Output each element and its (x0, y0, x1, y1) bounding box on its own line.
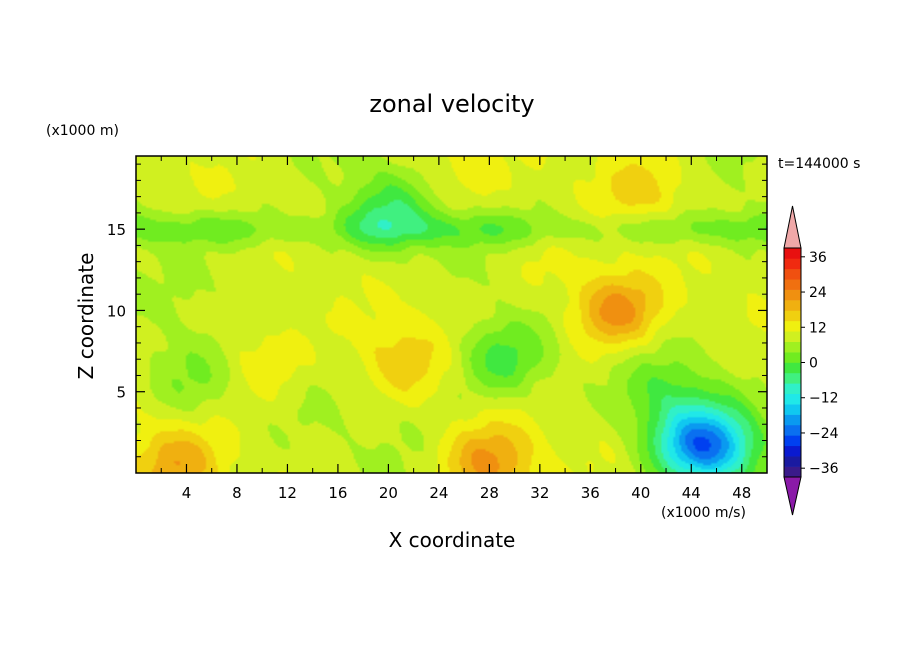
colorbar-bin (784, 424, 801, 436)
y-tick-label: 5 (116, 384, 126, 402)
x-tick-label: 32 (530, 484, 549, 502)
y-axis: 5 10 15 (107, 163, 767, 458)
colorbar-under-arrow (783, 476, 802, 516)
colorbar-tick-label: 36 (809, 250, 827, 266)
x-tick-label: 8 (232, 484, 242, 502)
colorbar-bin (784, 320, 801, 332)
heatmap-image (136, 156, 767, 473)
heatmap-field (136, 156, 767, 473)
x-tick-label: 20 (379, 484, 398, 502)
chart-title: zonal velocity (369, 90, 534, 118)
colorbar-bin (784, 352, 801, 363)
colorbar-bin (784, 362, 801, 374)
colorbar-bin (784, 445, 801, 457)
plot-frame (135, 155, 768, 474)
colorbar-tick-label: −24 (809, 426, 839, 442)
colorbar-tick-label: −12 (809, 391, 839, 407)
x-tick-label: 40 (631, 484, 650, 502)
colorbar-over-arrow (783, 205, 802, 249)
x-tick-label: 12 (278, 484, 297, 502)
colorbar-bin (784, 404, 801, 415)
colorbar-bin (784, 466, 801, 478)
value-unit-label: (x1000 m/s) (661, 505, 746, 521)
x-tick-label: 4 (182, 484, 192, 502)
y-tick-label: 10 (107, 302, 126, 320)
colorbar-tick-label: 0 (809, 356, 818, 372)
colorbar-tick-label: 12 (809, 320, 827, 336)
colorbar: 36 24 12 0 −12 −24 −36 (783, 205, 839, 516)
colorbar-bin (784, 300, 801, 311)
x-tick-label: 24 (429, 484, 448, 502)
colorbar-bin (784, 393, 801, 405)
colorbar-bin (784, 279, 801, 290)
colorbar-bin (784, 310, 801, 322)
x-tick-label: 16 (328, 484, 347, 502)
colorbar-bin (784, 268, 801, 280)
colorbar-bin (784, 414, 801, 426)
colorbar-bin (784, 258, 801, 270)
x-axis: 4 8 12 16 20 24 28 32 36 40 44 48 (160, 156, 751, 502)
x-axis-label: X coordinate (389, 528, 516, 552)
x-unit-label: (x1000 m) (46, 123, 119, 139)
colorbar-bin (784, 435, 801, 447)
y-tick-label: 15 (107, 221, 126, 239)
y-axis-label: Z coordinate (74, 253, 98, 380)
colorbar-bin (784, 289, 801, 301)
x-tick-label: 44 (682, 484, 701, 502)
colorbar-bin (784, 331, 801, 342)
colorbar-bin (784, 456, 801, 467)
colorbar-bin (784, 383, 801, 395)
x-tick-label: 28 (480, 484, 499, 502)
colorbar-bin (784, 372, 801, 384)
time-label: t=144000 s (778, 156, 860, 172)
x-tick-label: 48 (732, 484, 751, 502)
colorbar-bin (784, 248, 801, 259)
colorbar-bin (784, 341, 801, 353)
colorbar-tick-label: 24 (809, 285, 827, 301)
colorbar-tick-label: −36 (809, 461, 839, 477)
x-tick-label: 36 (581, 484, 600, 502)
